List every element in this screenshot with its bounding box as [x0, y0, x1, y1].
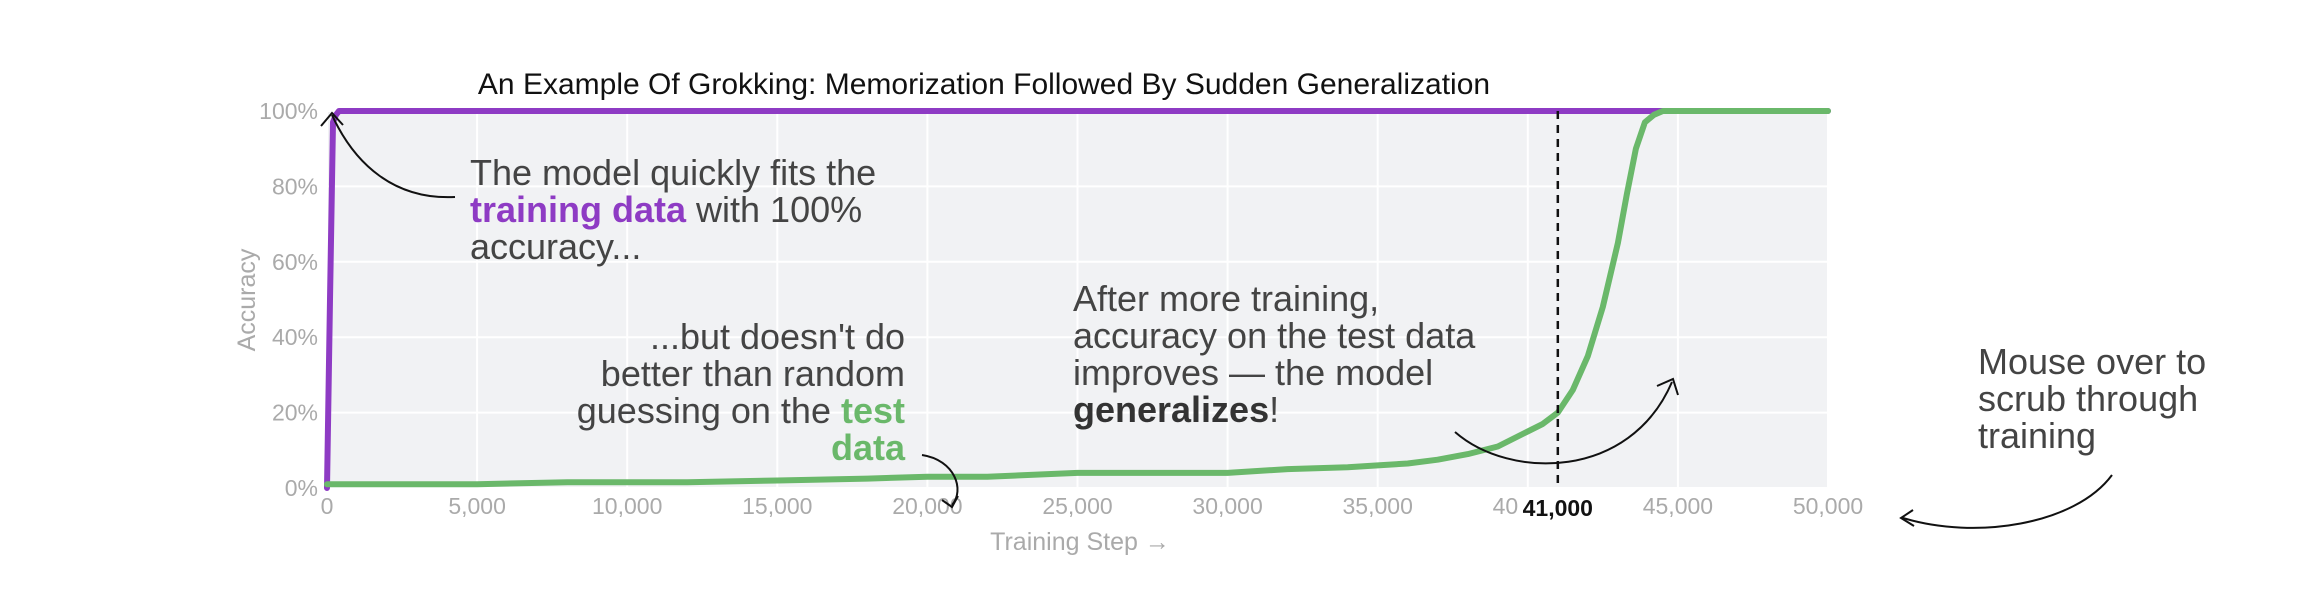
generalize-arrow-head [1656, 377, 1679, 396]
y-tick-label: 40% [272, 324, 318, 350]
annotation-gen-line2: accuracy on the test data [1073, 315, 1476, 356]
x-tick-label: 15,000 [742, 493, 812, 519]
annotation-generalize: After more training, accuracy on the tes… [1073, 280, 1475, 428]
annotation-gen-line4: generalizes! [1073, 391, 1475, 428]
data-emphasis: data [830, 427, 905, 468]
annotation-mouse-line1: Mouse over to [1978, 341, 2207, 382]
y-tick-label: 100% [259, 98, 318, 124]
annotation-train-fit: The model quickly fits the training data… [470, 154, 876, 265]
y-tick-label: 60% [272, 249, 318, 275]
generalize-arrow [1454, 381, 1673, 465]
x-tick-label: 25,000 [1042, 493, 1112, 519]
annotation-gen-line3: improves — the model [1073, 352, 1434, 393]
annotation-test-line4: data [480, 429, 905, 466]
annotation-gen-line1: After more training, [1073, 278, 1380, 319]
annotation-mouse-line3: training [1978, 415, 2097, 456]
y-tick-label: 20% [272, 400, 318, 426]
train-arrow-head [320, 111, 344, 127]
test-accuracy-line [324, 108, 1831, 488]
training-data-emphasis: training data [470, 189, 687, 230]
x-tick-label: 5,000 [448, 493, 506, 519]
chart-title: An Example Of Grokking: Memorization Fol… [478, 68, 1490, 101]
train-accuracy-line [324, 108, 1831, 491]
annotation-arrows [320, 111, 2113, 529]
x-tick-label: 45,000 [1643, 493, 1713, 519]
y-tick-label: 0% [285, 475, 318, 501]
y-tick-labels: 0% 20% 40% 60% 80% 100% [259, 98, 318, 501]
generalizes-emphasis: generalizes [1073, 389, 1270, 430]
x-tick-label: 0 [321, 493, 334, 519]
x-tick-label: 35,000 [1343, 493, 1413, 519]
mouse-arrow [1902, 474, 2113, 529]
annotation-test-line2: better than random [600, 353, 905, 394]
annotation-train-line3: accuracy... [470, 226, 642, 267]
x-tick-label: 30,000 [1192, 493, 1262, 519]
annotation-test-line3: guessing on the test [480, 392, 905, 429]
annotation-mouse-line2: scrub through [1978, 378, 2199, 419]
annotation-test-line1: ...but doesn't do [649, 316, 905, 357]
annotation-train-rest: with 100% [686, 189, 863, 230]
annotation-test-random: ...but doesn't do better than random gue… [480, 318, 905, 466]
annotation-train-line1: The model quickly fits the [470, 152, 877, 193]
mouse-arrow-head [1899, 509, 1915, 527]
x-tick-label: 50,000 [1793, 493, 1863, 519]
step-marker-label: 41,000 [1523, 495, 1593, 521]
x-tick-label: 10,000 [592, 493, 662, 519]
y-tick-label: 80% [272, 173, 318, 199]
test-emphasis: test [840, 390, 905, 431]
y-axis-label: Accuracy [233, 248, 261, 351]
test-arrow-head [941, 495, 959, 509]
x-axis-label: Training Step → [990, 528, 1170, 556]
annotation-test-line3-text: guessing on the [576, 390, 841, 431]
step-marker-label-bg [1517, 494, 1598, 524]
train-arrow [331, 114, 456, 199]
series-lines [324, 108, 1831, 491]
annotation-train-line2: training data with 100% [470, 191, 876, 228]
x-tick-labels: 0 5,000 10,000 15,000 20,000 25,000 30,000 35,0… [321, 493, 1864, 519]
annotation-mouse-hint: Mouse over to scrub through training [1978, 343, 2206, 454]
annotation-gen-end: ! [1269, 389, 1280, 430]
